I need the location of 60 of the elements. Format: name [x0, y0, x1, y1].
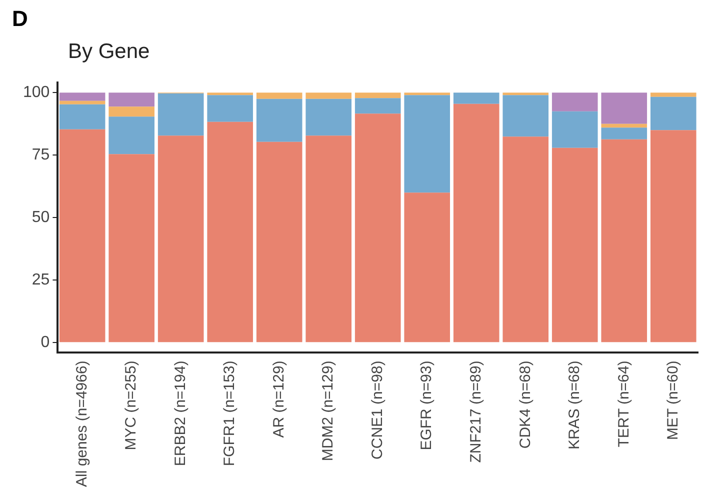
- x-tick-label: MDM2 (n=129): [320, 360, 337, 462]
- chart-title: By Gene: [68, 40, 150, 64]
- x-tick-label: CCNE1 (n=98): [368, 360, 386, 460]
- y-tick-label: 25: [32, 272, 50, 289]
- bar: [256, 98, 302, 142]
- bar: [207, 122, 253, 342]
- y-tick-label: 75: [32, 146, 50, 164]
- bar: [354, 114, 401, 342]
- x-tick-label: EGFR (n=93): [418, 360, 436, 450]
- bar: [404, 192, 450, 342]
- y-tick-label: 100: [22, 84, 50, 102]
- x-tick-label: All genes (n=4966): [73, 360, 90, 488]
- bar: [453, 92, 500, 104]
- bar: [404, 92, 450, 96]
- bar: [108, 106, 154, 117]
- bar: [502, 136, 549, 342]
- bar: [158, 136, 204, 342]
- bar: [108, 92, 154, 107]
- bar: [306, 92, 352, 99]
- bar: [354, 92, 401, 98]
- text: D: [12, 6, 28, 32]
- bar: [207, 95, 253, 122]
- bar: [108, 154, 154, 342]
- bar: [256, 92, 302, 99]
- bar: [650, 130, 696, 342]
- bar: [650, 92, 696, 97]
- bar: [158, 93, 204, 136]
- y-tick-label: 0: [40, 334, 50, 352]
- bar: [601, 128, 648, 140]
- bar: [59, 129, 106, 342]
- bar: [306, 98, 352, 136]
- bar: [59, 104, 106, 130]
- x-tick-label: MET (n=60): [664, 360, 682, 440]
- x-tick-label: ZNF217 (n=89): [467, 360, 484, 463]
- bar: [59, 92, 106, 101]
- bar: [453, 104, 500, 342]
- bar: [306, 136, 352, 342]
- x-tick-label: FGFR1 (n=153): [221, 360, 238, 466]
- bar: [256, 142, 302, 342]
- bar: [552, 148, 598, 342]
- x-tick-label: MYC (n=255): [122, 360, 140, 450]
- bar: [502, 95, 549, 137]
- bar: [552, 111, 598, 148]
- bar: [502, 92, 549, 96]
- bar: [108, 116, 154, 154]
- bar: [601, 92, 648, 124]
- x-tick-label: TERT (n=64): [615, 360, 632, 448]
- y-tick-label: 50: [32, 209, 50, 226]
- bar: [404, 95, 450, 193]
- bar: [59, 100, 106, 104]
- bar: [354, 98, 401, 114]
- bar: [552, 92, 598, 112]
- bar: [650, 96, 696, 130]
- x-tick-label: KRAS (n=68): [566, 360, 584, 450]
- bar: [601, 124, 648, 128]
- bar: [207, 92, 253, 96]
- x-tick-label: CDK4 (n=68): [516, 360, 534, 449]
- x-tick-label: AR (n=129): [270, 360, 288, 438]
- bar: [601, 139, 648, 342]
- x-tick-label: ERBB2 (n=194): [172, 360, 189, 466]
